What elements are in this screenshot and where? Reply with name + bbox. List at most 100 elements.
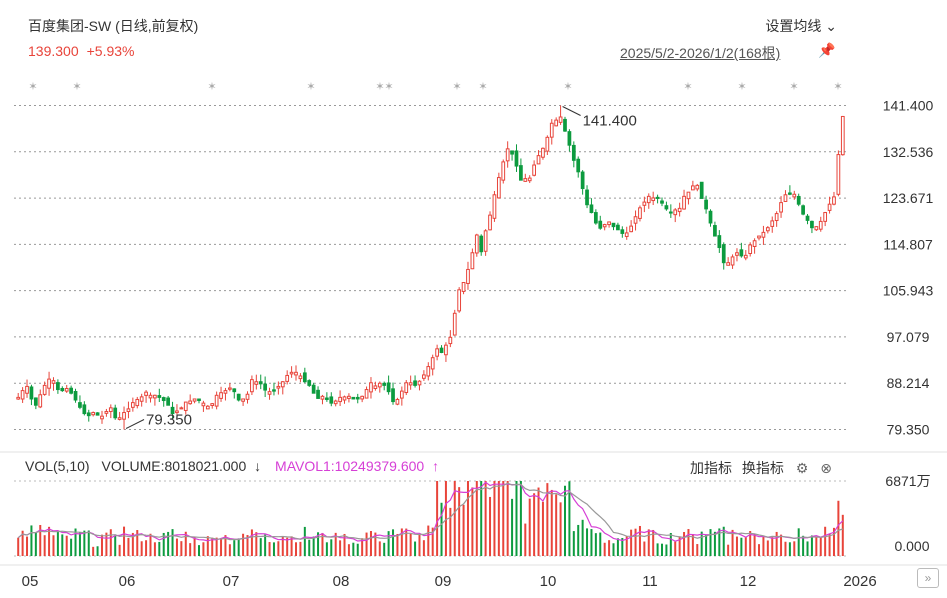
x-tick-label: 08	[333, 573, 350, 590]
candle-body	[245, 393, 250, 400]
candle-body	[651, 197, 656, 202]
volume-bar	[555, 494, 558, 556]
gear-icon[interactable]: ⚙	[795, 460, 809, 476]
volume-bar	[797, 528, 800, 556]
price-change: +5.93%	[86, 43, 135, 59]
candle-body	[307, 380, 312, 386]
candle-body	[726, 262, 731, 266]
candle-body	[408, 382, 413, 386]
candle-body	[527, 177, 532, 182]
volume-bar	[815, 536, 818, 556]
vol-arrow: ↓	[254, 458, 262, 474]
volume-bar	[48, 526, 51, 556]
candle-body	[214, 394, 219, 407]
candle-body	[708, 210, 713, 224]
x-tick-label: 06	[119, 573, 136, 590]
x-tick-label: 05	[22, 573, 39, 590]
volume-bar	[427, 525, 430, 556]
volume-bar	[202, 542, 205, 556]
volume-bar	[612, 543, 615, 556]
candle-body	[620, 229, 625, 234]
candle-body	[501, 161, 506, 181]
volume-bar	[669, 532, 672, 556]
volume-bar	[625, 536, 628, 556]
candle-body	[646, 195, 651, 204]
candle-body	[470, 252, 475, 270]
candle-body	[276, 385, 281, 389]
volume-bar	[127, 537, 130, 556]
candle-body	[496, 177, 501, 199]
candle-body	[399, 390, 404, 399]
candle-body	[616, 224, 620, 231]
ma-settings-button[interactable]: 设置均线 ⌄	[765, 16, 837, 36]
volume-zero-label: 0.000	[894, 538, 929, 554]
volume-bar	[819, 536, 822, 556]
scroll-next-button[interactable]: »	[917, 568, 939, 588]
date-range-link[interactable]: 2025/5/2-2026/1/2(168根)	[620, 45, 781, 61]
volume-bar	[387, 531, 390, 556]
close-circle-icon[interactable]: ⊗	[820, 460, 832, 476]
candle-body	[814, 226, 819, 231]
volume-bar	[656, 543, 659, 556]
volume-bar	[343, 533, 346, 556]
switch-indicator-button[interactable]: 换指标	[741, 460, 784, 476]
candle-body	[514, 150, 519, 167]
volume-bar	[568, 481, 571, 556]
volume-bar	[369, 531, 372, 556]
candle-body	[320, 395, 325, 400]
volume-bar	[321, 532, 324, 556]
volume-bar	[409, 533, 412, 556]
high-arrow	[562, 106, 581, 116]
candle-body	[660, 200, 664, 204]
volume-bar	[515, 481, 518, 556]
candle-body	[836, 154, 841, 195]
volume-bar	[436, 481, 439, 556]
volume-bar	[70, 538, 73, 556]
volume-bar	[61, 534, 64, 556]
volume-bar	[197, 545, 200, 556]
candle-body	[153, 394, 157, 399]
candle-body	[364, 389, 369, 399]
volume-bar	[735, 536, 738, 556]
volume-bar	[511, 498, 514, 556]
volume-bar	[246, 535, 249, 556]
candle-body	[241, 398, 245, 402]
candle-body	[391, 388, 395, 403]
candle-body	[774, 213, 779, 222]
low-annotation: 79.350	[146, 412, 192, 429]
candle-body	[219, 392, 223, 399]
x-tick-label: 09	[435, 573, 452, 590]
event-marker: ✶	[563, 80, 572, 93]
candle-body	[289, 371, 294, 375]
candle-body	[783, 194, 788, 202]
candle-body	[713, 225, 717, 237]
candle-body	[699, 181, 704, 199]
volume-bar	[502, 481, 505, 556]
candle-body	[16, 396, 21, 400]
volume-bar	[299, 541, 302, 556]
mavol-value: MAVOL1:10249379.600	[275, 458, 425, 474]
volume-bar	[652, 529, 655, 556]
candle-body	[611, 222, 616, 228]
volume-bar	[149, 533, 152, 556]
volume-bar	[189, 543, 192, 556]
volume-bar	[162, 532, 165, 556]
candle-body	[205, 405, 210, 410]
candle-body	[117, 417, 122, 420]
volume-bar	[661, 543, 664, 556]
vol-label: VOL(5,10)	[25, 458, 90, 474]
candle-body	[73, 391, 78, 401]
candle-body	[25, 385, 29, 394]
indicator-buttons: 加指标 换指标 ⚙ ⊗	[690, 458, 832, 478]
volume-bar	[295, 542, 298, 556]
volume-bar	[678, 536, 681, 556]
pin-icon[interactable]: 📌	[818, 42, 836, 58]
add-indicator-button[interactable]: 加指标	[690, 460, 732, 476]
candle-body	[369, 382, 373, 393]
candle-body	[585, 189, 589, 206]
volume-bar	[264, 534, 267, 556]
candle-body	[183, 401, 188, 411]
candle-body	[104, 410, 109, 414]
candle-body	[161, 397, 166, 402]
volume-bar	[581, 519, 584, 556]
